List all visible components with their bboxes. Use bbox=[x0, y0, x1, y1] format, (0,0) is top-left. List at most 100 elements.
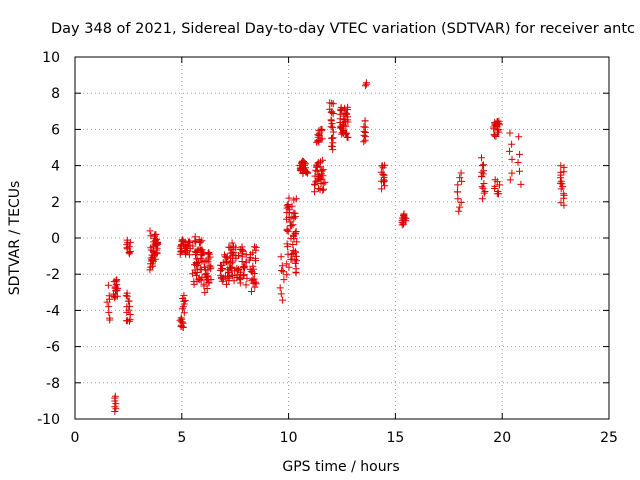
data-point bbox=[560, 163, 568, 171]
data-point bbox=[454, 181, 462, 189]
data-point bbox=[344, 103, 352, 111]
data-point bbox=[292, 228, 300, 235]
data-point bbox=[154, 240, 162, 248]
data-point bbox=[400, 210, 408, 218]
data-point bbox=[206, 253, 214, 261]
data-point bbox=[284, 243, 292, 251]
data-point bbox=[283, 260, 291, 268]
data-point bbox=[508, 169, 516, 177]
data-point bbox=[491, 176, 499, 184]
data-point bbox=[246, 250, 254, 258]
data-point bbox=[318, 135, 326, 143]
data-point bbox=[251, 254, 259, 262]
data-point bbox=[480, 189, 488, 197]
data-point bbox=[457, 198, 465, 206]
data-point bbox=[327, 142, 335, 150]
data-point bbox=[293, 257, 300, 265]
data-point bbox=[457, 169, 465, 177]
data-point bbox=[361, 82, 369, 90]
data-point bbox=[360, 123, 368, 131]
data-point bbox=[516, 167, 523, 175]
data-point bbox=[495, 117, 503, 125]
data-point bbox=[514, 159, 522, 166]
data-point bbox=[508, 155, 516, 163]
x-tick-label: 0 bbox=[71, 430, 80, 446]
data-point bbox=[230, 242, 237, 250]
data-point bbox=[194, 259, 202, 267]
data-point bbox=[478, 162, 486, 170]
data-point bbox=[327, 123, 335, 131]
y-tick-label: -2 bbox=[46, 267, 60, 283]
data-point bbox=[113, 276, 121, 284]
data-point bbox=[329, 134, 336, 142]
data-point bbox=[201, 263, 209, 271]
data-point bbox=[249, 276, 257, 284]
data-point bbox=[104, 281, 112, 289]
data-point bbox=[125, 297, 133, 305]
data-point bbox=[193, 255, 201, 263]
data-point bbox=[319, 186, 327, 194]
data-point bbox=[180, 309, 188, 317]
data-point bbox=[342, 109, 350, 117]
data-point bbox=[456, 203, 464, 211]
data-point bbox=[238, 243, 246, 251]
data-point bbox=[557, 168, 565, 176]
data-point bbox=[454, 195, 462, 203]
data-point bbox=[317, 125, 325, 133]
data-point bbox=[198, 274, 206, 282]
data-point bbox=[201, 288, 209, 296]
data-point bbox=[284, 201, 292, 208]
data-point bbox=[315, 184, 322, 192]
x-tick-label: 10 bbox=[280, 430, 298, 446]
data-point bbox=[329, 123, 337, 131]
data-point bbox=[249, 265, 257, 273]
data-point bbox=[105, 303, 113, 311]
data-point bbox=[240, 263, 247, 271]
data-point bbox=[276, 284, 284, 292]
data-point bbox=[343, 110, 351, 118]
data-point bbox=[191, 268, 199, 276]
data-point bbox=[228, 271, 236, 279]
data-point bbox=[223, 280, 230, 288]
data-point bbox=[248, 288, 255, 295]
data-point bbox=[278, 267, 286, 274]
data-point bbox=[147, 232, 155, 240]
data-point bbox=[456, 174, 464, 182]
data-point bbox=[225, 274, 233, 282]
data-point bbox=[337, 105, 345, 113]
data-point bbox=[204, 249, 212, 257]
data-point bbox=[106, 314, 114, 322]
data-point bbox=[241, 264, 248, 272]
data-point bbox=[455, 207, 463, 215]
y-tick-label: -10 bbox=[37, 412, 60, 428]
data-point bbox=[329, 110, 337, 117]
data-point bbox=[122, 317, 130, 325]
data-point bbox=[191, 237, 199, 245]
data-point bbox=[362, 79, 370, 87]
data-point bbox=[198, 237, 206, 245]
data-point bbox=[319, 166, 327, 174]
data-point bbox=[327, 116, 335, 124]
data-point bbox=[479, 184, 487, 192]
data-point bbox=[560, 191, 568, 199]
data-point bbox=[192, 251, 199, 258]
data-point bbox=[277, 253, 285, 261]
data-point bbox=[494, 188, 502, 195]
data-point bbox=[123, 303, 131, 311]
data-point bbox=[478, 154, 485, 162]
data-point bbox=[478, 168, 486, 176]
data-point bbox=[288, 255, 296, 263]
data-point bbox=[105, 292, 113, 300]
data-point bbox=[557, 162, 565, 170]
data-point bbox=[283, 225, 291, 233]
data-point bbox=[252, 243, 260, 251]
data-point bbox=[251, 243, 258, 251]
data-point bbox=[202, 270, 210, 278]
data-point bbox=[381, 161, 389, 169]
data-point bbox=[243, 274, 251, 282]
data-point bbox=[377, 168, 385, 176]
data-point bbox=[480, 180, 488, 187]
data-point bbox=[179, 319, 187, 327]
data-point bbox=[207, 265, 215, 273]
